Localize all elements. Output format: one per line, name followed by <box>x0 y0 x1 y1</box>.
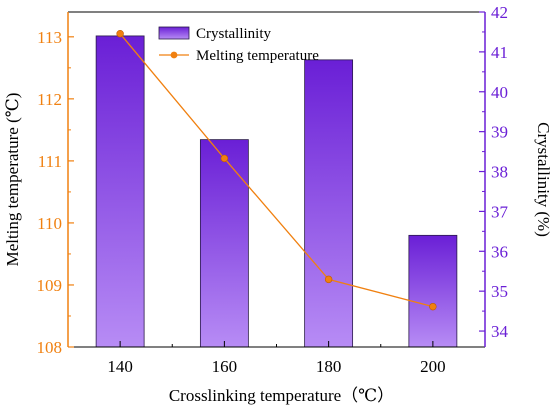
line-point-140 <box>116 30 124 38</box>
x-tick-label: 160 <box>212 357 238 376</box>
right-tick-label: 36 <box>491 242 508 261</box>
x-tick-label: 200 <box>420 357 446 376</box>
bar-160 <box>199 139 249 348</box>
x-tick-label: 140 <box>107 357 133 376</box>
line-path <box>119 33 434 308</box>
right-axis: 34 35 36 37 38 39 40 41 42 <box>479 3 509 347</box>
line-point-160 <box>220 154 229 163</box>
left-tick-label: 108 <box>37 338 63 357</box>
bar-series-crystallinity <box>95 35 458 348</box>
bar-140 <box>95 35 145 348</box>
right-axis-title: Crystallinity (%) <box>534 122 550 237</box>
line-point-200 <box>429 302 437 311</box>
right-tick-label: 34 <box>491 322 509 341</box>
right-tick-label: 42 <box>491 3 508 22</box>
right-tick-label: 38 <box>491 163 508 182</box>
legend-label-crystallinity: Crystallinity <box>196 26 272 42</box>
right-tick-label: 40 <box>491 83 508 102</box>
line-series-melting-temperature <box>116 30 437 311</box>
left-tick-label: 112 <box>37 90 62 109</box>
x-axis: 140 160 180 200 <box>107 341 446 376</box>
left-axis: 108 109 110 111 112 113 <box>37 12 74 357</box>
bar-180 <box>304 59 354 348</box>
right-tick-label: 35 <box>491 282 508 301</box>
left-tick-label: 113 <box>37 28 62 47</box>
legend-label-melting-temperature: Melting temperature <box>196 48 319 64</box>
legend: Crystallinity Melting temperature <box>158 26 319 64</box>
x-axis-title: Crosslinking temperature（℃） <box>169 386 394 405</box>
bar-200 <box>408 234 458 348</box>
left-axis-title: Melting temperature (℃) <box>3 93 22 267</box>
x-tick-label: 180 <box>316 357 342 376</box>
legend-swatch-crystallinity <box>158 26 190 40</box>
right-tick-label: 37 <box>491 202 509 221</box>
left-tick-label: 110 <box>37 214 62 233</box>
legend-swatch-marker <box>170 51 178 59</box>
left-tick-label: 111 <box>38 152 62 171</box>
right-tick-label: 39 <box>491 123 508 142</box>
left-tick-label: 109 <box>37 276 63 295</box>
line-point-180 <box>324 275 333 284</box>
right-tick-label: 41 <box>491 43 508 62</box>
